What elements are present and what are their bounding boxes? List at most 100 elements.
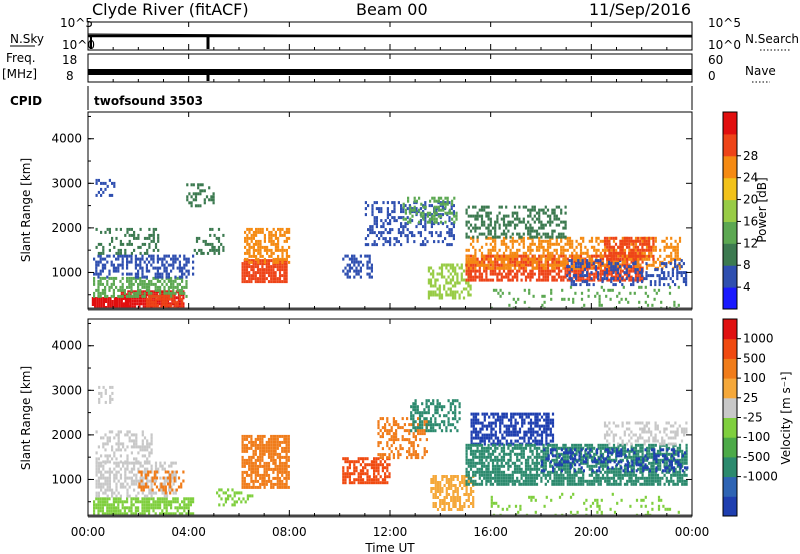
scatter-cell [469, 487, 473, 490]
scatter-cell [141, 464, 144, 468]
scatter-cell [378, 231, 381, 235]
scatter-cell [261, 449, 264, 453]
scatter-cell [502, 257, 506, 261]
scatter-cell [231, 497, 234, 501]
scatter-cell [403, 423, 406, 427]
scatter-cell [145, 257, 148, 261]
scatter-cell [469, 502, 473, 505]
scatter-cell [604, 263, 607, 267]
scatter-cell [544, 263, 547, 267]
scatter-cell [408, 423, 411, 427]
scatter-cell [588, 272, 591, 276]
scatter-cell [575, 265, 578, 269]
scatter-cell [549, 220, 552, 224]
scatter-cell [97, 251, 100, 255]
scatter-cell [267, 446, 271, 450]
scatter-cell [123, 288, 126, 292]
scatter-cell [505, 248, 508, 252]
scatter-cell [159, 500, 162, 504]
scatter-cell [417, 453, 420, 457]
scatter-cell [472, 266, 475, 270]
scatter-cell [134, 509, 137, 513]
scatter-cell [241, 455, 244, 459]
scatter-cell [117, 461, 120, 465]
scatter-cell [104, 470, 107, 474]
scatter-cell [634, 242, 638, 246]
scatter-cell [288, 254, 291, 258]
scatter-cell [252, 242, 255, 246]
scatter-cell [650, 245, 653, 249]
scatter-cell [241, 470, 244, 474]
scatter-cell [500, 257, 503, 261]
colorbar-tick-label: 12 [743, 236, 758, 250]
scatter-cell [138, 485, 141, 489]
scatter-cell [130, 497, 133, 501]
scatter-cell [357, 260, 360, 264]
scatter-cell [538, 242, 541, 246]
scatter-cell [667, 283, 670, 287]
scatter-cell [261, 259, 264, 263]
scatter-cell [351, 254, 354, 258]
scatter-cell [148, 512, 151, 516]
scatter-cell [348, 466, 351, 470]
scatter-cell [102, 251, 105, 255]
scatter-cell [148, 488, 151, 492]
scatter-cell [671, 271, 674, 275]
scatter-cell [257, 242, 260, 246]
scatter-cell [594, 259, 597, 263]
scatter-cell [411, 214, 414, 218]
scatter-cell [479, 439, 482, 443]
scatter-cell [130, 512, 133, 516]
scatter-cell [252, 265, 255, 269]
scatter-cell [128, 254, 131, 258]
scatter-cell [529, 214, 532, 218]
scatter-cell [220, 497, 223, 501]
scatter-cell [489, 260, 492, 264]
scatter-cell [254, 479, 257, 483]
scatter-cell [384, 472, 387, 476]
scatter-cell [167, 503, 170, 507]
scatter-cell [511, 236, 514, 240]
scatter-cell [419, 432, 422, 436]
scatter-cell [448, 211, 451, 215]
scatter-cell [346, 460, 349, 464]
scatter-cell [159, 275, 162, 279]
scatter-cell [130, 500, 133, 504]
scatter-cell [397, 240, 400, 244]
scatter-cell [270, 479, 273, 483]
colorbar-tick-label: 8 [743, 258, 751, 272]
scatter-cell [572, 297, 575, 301]
scatter-cell [414, 456, 417, 460]
scatter-cell [628, 257, 631, 261]
scatter-cell [263, 277, 266, 281]
scatter-cell [108, 485, 111, 489]
scatter-cell [276, 464, 279, 468]
scatter-cell [182, 290, 185, 294]
scatter-cell [268, 248, 271, 252]
scatter-cell [122, 445, 125, 449]
scatter-cell [393, 243, 396, 247]
scatter-cell [509, 239, 512, 243]
scatter-cell [546, 248, 550, 252]
scatter-cell [460, 275, 463, 279]
scatter-cell [586, 248, 589, 252]
scatter-cell [494, 235, 497, 239]
scatter-cell [159, 257, 162, 261]
scatter-cell [408, 429, 411, 433]
scatter-cell [142, 488, 145, 492]
scatter-cell [353, 254, 356, 258]
scatter-cell [594, 294, 597, 298]
scatter-cell [104, 291, 107, 295]
scatter-cell [669, 277, 672, 281]
scatter-cell [256, 265, 260, 269]
scatter-cell [100, 391, 103, 395]
scatter-cell [270, 443, 273, 447]
scatter-cell [118, 297, 121, 300]
scatter-cell [474, 248, 477, 252]
scatter-cell [594, 265, 597, 269]
scatter-cell [643, 248, 646, 252]
scatter-cell [266, 227, 269, 231]
scatter-cell [101, 497, 104, 501]
scatter-cell [261, 482, 264, 486]
scatter-cell [586, 262, 589, 266]
